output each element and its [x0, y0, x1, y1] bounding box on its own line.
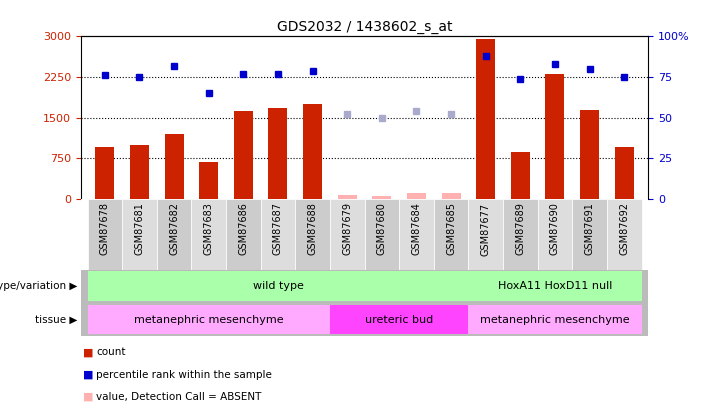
- Bar: [95, 147, 114, 199]
- Text: ■: ■: [83, 370, 93, 379]
- Text: ■: ■: [83, 347, 93, 357]
- Text: GSM87690: GSM87690: [550, 202, 560, 255]
- Text: metanephric mesenchyme: metanephric mesenchyme: [480, 315, 629, 324]
- Text: GSM87680: GSM87680: [377, 202, 387, 255]
- Text: GSM87686: GSM87686: [238, 202, 248, 255]
- FancyBboxPatch shape: [434, 199, 468, 270]
- FancyBboxPatch shape: [261, 199, 295, 270]
- FancyBboxPatch shape: [503, 199, 538, 270]
- Text: GSM87691: GSM87691: [585, 202, 594, 255]
- FancyBboxPatch shape: [88, 271, 468, 301]
- FancyBboxPatch shape: [468, 199, 503, 270]
- FancyBboxPatch shape: [538, 199, 572, 270]
- FancyBboxPatch shape: [365, 199, 399, 270]
- Text: GSM87685: GSM87685: [446, 202, 456, 256]
- Bar: [130, 145, 149, 199]
- Title: GDS2032 / 1438602_s_at: GDS2032 / 1438602_s_at: [277, 20, 452, 34]
- Bar: [476, 39, 495, 199]
- FancyBboxPatch shape: [607, 199, 641, 270]
- Text: GSM87677: GSM87677: [481, 202, 491, 256]
- FancyBboxPatch shape: [226, 199, 261, 270]
- Bar: [511, 152, 530, 199]
- Bar: [407, 193, 426, 199]
- Text: GSM87683: GSM87683: [204, 202, 214, 255]
- Text: metanephric mesenchyme: metanephric mesenchyme: [134, 315, 283, 324]
- Text: GSM87688: GSM87688: [308, 202, 318, 255]
- Text: wild type: wild type: [252, 281, 304, 291]
- FancyBboxPatch shape: [88, 199, 122, 270]
- Bar: [165, 134, 184, 199]
- FancyBboxPatch shape: [330, 199, 365, 270]
- Text: percentile rank within the sample: percentile rank within the sample: [96, 370, 272, 379]
- Bar: [580, 109, 599, 199]
- Text: GSM87678: GSM87678: [100, 202, 110, 256]
- Bar: [442, 194, 461, 199]
- Text: genotype/variation ▶: genotype/variation ▶: [0, 281, 77, 291]
- Text: GSM87692: GSM87692: [619, 202, 629, 256]
- Text: HoxA11 HoxD11 null: HoxA11 HoxD11 null: [498, 281, 612, 291]
- Text: ureteric bud: ureteric bud: [365, 315, 433, 324]
- FancyBboxPatch shape: [88, 305, 330, 335]
- Text: value, Detection Call = ABSENT: value, Detection Call = ABSENT: [96, 392, 261, 402]
- Text: GSM87681: GSM87681: [135, 202, 144, 255]
- Bar: [268, 108, 287, 199]
- Text: ■: ■: [83, 392, 93, 402]
- Bar: [372, 196, 391, 199]
- FancyBboxPatch shape: [157, 199, 191, 270]
- FancyBboxPatch shape: [468, 271, 641, 301]
- Bar: [545, 75, 564, 199]
- FancyBboxPatch shape: [330, 305, 468, 335]
- FancyBboxPatch shape: [468, 305, 641, 335]
- Bar: [303, 104, 322, 199]
- FancyBboxPatch shape: [399, 199, 434, 270]
- Text: GSM87679: GSM87679: [342, 202, 352, 256]
- FancyBboxPatch shape: [122, 199, 157, 270]
- FancyBboxPatch shape: [191, 199, 226, 270]
- FancyBboxPatch shape: [295, 199, 330, 270]
- Text: GSM87687: GSM87687: [273, 202, 283, 256]
- Bar: [338, 194, 357, 199]
- Text: tissue ▶: tissue ▶: [35, 315, 77, 324]
- Bar: [615, 147, 634, 199]
- Bar: [234, 111, 253, 199]
- FancyBboxPatch shape: [572, 199, 607, 270]
- Bar: [199, 162, 218, 199]
- Text: count: count: [96, 347, 125, 357]
- Text: GSM87682: GSM87682: [169, 202, 179, 256]
- Text: GSM87684: GSM87684: [411, 202, 421, 255]
- Text: GSM87689: GSM87689: [515, 202, 525, 255]
